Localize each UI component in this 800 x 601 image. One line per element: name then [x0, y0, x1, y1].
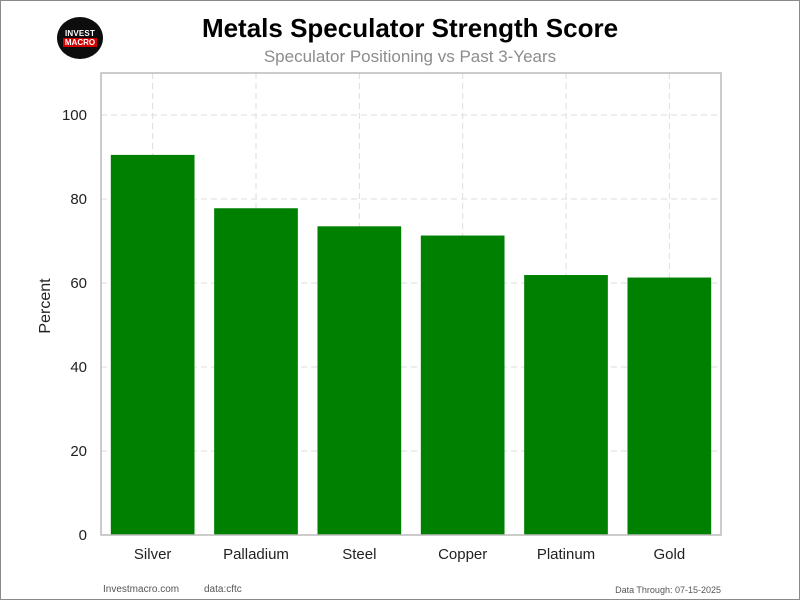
- y-tick-label: 80: [70, 191, 87, 208]
- logo-text-macro: MACRO: [62, 38, 98, 47]
- x-tick-label: Silver: [134, 546, 172, 563]
- x-tick-label: Steel: [342, 546, 376, 563]
- bar-gold: [627, 277, 712, 535]
- x-tick-label: Gold: [653, 546, 685, 563]
- bar-silver: [110, 154, 195, 535]
- x-tick-label: Palladium: [223, 546, 289, 563]
- bar-copper: [420, 235, 505, 536]
- logo-text-invest: INVEST: [64, 29, 96, 38]
- y-tick-label: 0: [79, 527, 87, 544]
- x-tick-label: Copper: [438, 546, 487, 563]
- y-tick-label: 100: [62, 107, 87, 124]
- footer-source: data:cftc: [204, 584, 242, 595]
- y-tick-label: 20: [70, 443, 87, 460]
- chart-subtitle: Speculator Positioning vs Past 3-Years: [263, 47, 557, 66]
- bar-platinum: [524, 275, 608, 535]
- footer-site: Investmacro.com: [103, 584, 180, 595]
- bar-steel: [317, 226, 402, 536]
- investmacro-logo: INVEST MACRO: [57, 17, 103, 59]
- footer-data-through: Data Through: 07-15-2025: [615, 585, 721, 595]
- x-tick-label: Platinum: [537, 546, 595, 563]
- y-tick-label: 60: [70, 275, 87, 292]
- chart-title: Metals Speculator Strength Score: [201, 13, 619, 43]
- plot-border: [100, 72, 722, 536]
- y-tick-label: 40: [70, 359, 87, 376]
- bar-palladium: [214, 208, 298, 536]
